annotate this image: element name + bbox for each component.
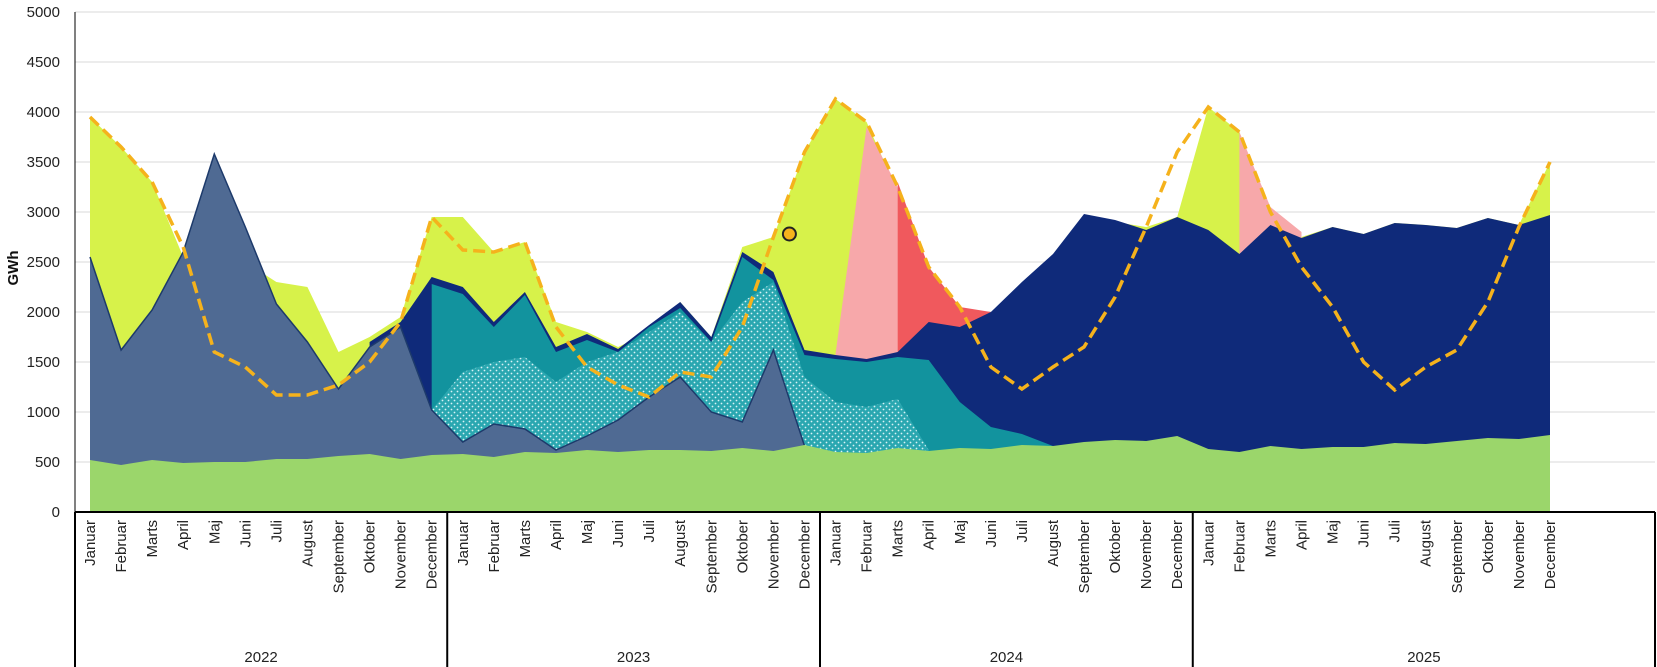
dashed-line — [88, 96, 1552, 399]
year-label: 2025 — [1407, 649, 1440, 666]
month-label: August — [1045, 519, 1062, 567]
axes — [74, 12, 1656, 667]
y-tick-label: 3000 — [27, 204, 60, 221]
month-label: August — [299, 519, 316, 567]
month-label: Marts — [517, 520, 534, 558]
month-label: April — [921, 520, 938, 550]
y-tick-label: 5000 — [27, 4, 60, 21]
month-label: Juni — [1356, 520, 1373, 548]
y-tick-label: 4500 — [27, 54, 60, 71]
month-label: December — [797, 520, 814, 589]
month-label: Januar — [1200, 520, 1217, 566]
highlight-marker — [781, 226, 797, 242]
month-label: Oktober — [734, 520, 751, 573]
month-label: December — [424, 520, 441, 589]
month-label: April — [175, 520, 192, 550]
y-tick-labels: 0 500 1000 1500 2000 2500 3000 3500 4000 4500 5000 — [27, 4, 60, 521]
month-label: Oktober — [1480, 520, 1497, 573]
area-series — [89, 99, 1551, 512]
month-label: Februar — [1231, 520, 1248, 573]
month-label: December — [1169, 520, 1186, 589]
month-label: Maj — [579, 520, 596, 544]
month-label: Februar — [859, 520, 876, 573]
month-label: November — [1511, 520, 1528, 589]
month-label: Januar — [455, 520, 472, 566]
month-label: Juni — [237, 520, 254, 548]
month-label: Juni — [610, 520, 627, 548]
month-label: Maj — [952, 520, 969, 544]
y-tick-label: 2500 — [27, 254, 60, 271]
month-label: Februar — [113, 520, 130, 573]
month-label: August — [672, 519, 689, 567]
month-label: Marts — [890, 520, 907, 558]
month-label: September — [1449, 520, 1466, 593]
area-outline-slate — [89, 151, 806, 451]
month-label: Oktober — [1107, 520, 1124, 573]
y-axis-label: GWh — [5, 251, 22, 286]
year-label: 2024 — [990, 649, 1023, 666]
y-tick-label: 1500 — [27, 354, 60, 371]
month-label: Maj — [1325, 520, 1342, 544]
month-label: Januar — [82, 520, 99, 566]
y-tick-label: 3500 — [27, 154, 60, 171]
y-tick-label: 500 — [35, 454, 60, 471]
y-tick-label: 1000 — [27, 404, 60, 421]
year-label: 2022 — [244, 649, 277, 666]
month-label: Juli — [1387, 520, 1404, 543]
dashed-line-series — [88, 96, 1552, 399]
y-tick-label: 2000 — [27, 304, 60, 321]
year-label: 2023 — [617, 649, 650, 666]
month-label: April — [1294, 520, 1311, 550]
month-label: Marts — [1262, 520, 1279, 558]
month-label: December — [1542, 520, 1559, 589]
month-label: Oktober — [362, 520, 379, 573]
month-label: November — [1138, 520, 1155, 589]
x-month-labels: Januar Februar Marts April Maj Juni Juli August… — [82, 519, 1559, 593]
month-label: November — [765, 520, 782, 589]
month-label: Januar — [828, 520, 845, 566]
month-label: Juli — [641, 520, 658, 543]
month-label: September — [331, 520, 348, 593]
x-year-labels: 2022 2023 2024 2025 — [244, 649, 1440, 666]
month-label: September — [1076, 520, 1093, 593]
month-label: Marts — [144, 520, 161, 558]
month-label: Juni — [983, 520, 1000, 548]
area-green — [90, 435, 1550, 512]
month-label: Juli — [268, 520, 285, 543]
month-label: Juli — [1014, 520, 1031, 543]
y-tick-label: 0 — [52, 504, 60, 521]
month-label: September — [703, 520, 720, 593]
month-label: August — [1418, 519, 1435, 567]
area-slate-blue — [90, 154, 805, 512]
month-label: November — [393, 520, 410, 589]
y-tick-label: 4000 — [27, 104, 60, 121]
month-label: Maj — [206, 520, 223, 544]
month-label: Februar — [486, 520, 503, 573]
month-label: April — [548, 520, 565, 550]
